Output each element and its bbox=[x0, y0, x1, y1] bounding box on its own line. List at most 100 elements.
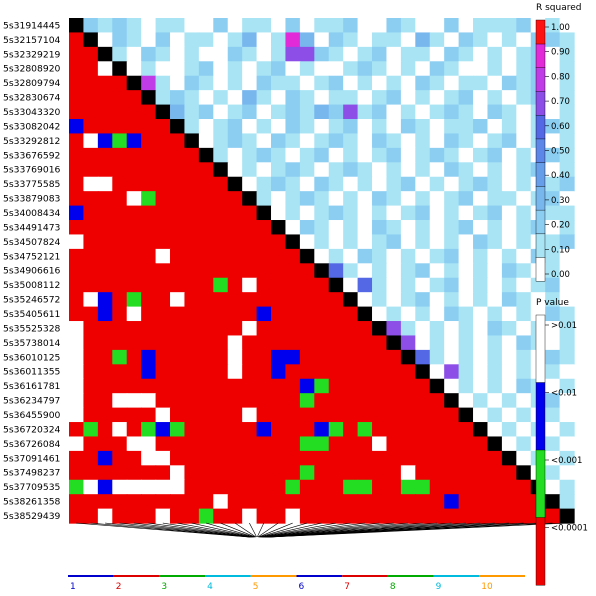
r-squared-cell bbox=[559, 90, 575, 106]
r-squared-cell bbox=[487, 407, 503, 423]
p-value-cell bbox=[198, 494, 214, 510]
diagonal-cell bbox=[458, 407, 474, 423]
r-squared-cell bbox=[444, 162, 460, 178]
r-squared-cell bbox=[328, 205, 344, 221]
p-value-cell bbox=[242, 349, 258, 365]
r-squared-cell bbox=[473, 335, 489, 351]
p-value-cell bbox=[213, 205, 229, 221]
p-value-cell bbox=[69, 61, 85, 77]
r-squared-cell bbox=[343, 147, 359, 163]
p-value-cell bbox=[112, 176, 128, 192]
p-value-cell bbox=[69, 508, 85, 524]
r-squared-cell bbox=[198, 90, 214, 106]
r-squared-cell bbox=[357, 147, 373, 163]
p-value-cell bbox=[83, 46, 99, 62]
r-squared-cell bbox=[473, 61, 489, 77]
r-squared-legend-swatch bbox=[535, 19, 546, 45]
p-value-cell bbox=[227, 248, 243, 264]
p-value-cell bbox=[357, 479, 373, 495]
p-value-cell bbox=[400, 479, 416, 495]
p-value-cell bbox=[227, 292, 243, 308]
r-squared-cell bbox=[314, 18, 330, 34]
diagonal-cell bbox=[83, 32, 99, 48]
r-squared-cell bbox=[242, 18, 258, 34]
p-value-cell bbox=[343, 436, 359, 452]
r-squared-cell bbox=[545, 162, 561, 178]
p-value-cell bbox=[141, 378, 157, 394]
r-squared-cell bbox=[458, 335, 474, 351]
r-squared-cell bbox=[559, 465, 575, 481]
p-value-cell bbox=[227, 220, 243, 236]
p-value-cell bbox=[97, 393, 113, 409]
r-squared-cell bbox=[328, 162, 344, 178]
r-squared-cell bbox=[155, 18, 171, 34]
p-value-cell bbox=[126, 104, 142, 120]
row-label: 5s34507824 bbox=[3, 237, 61, 248]
p-value-cell bbox=[83, 306, 99, 322]
p-value-cell bbox=[242, 508, 258, 524]
r-squared-cell bbox=[141, 46, 157, 62]
r-squared-cell bbox=[198, 61, 214, 77]
p-value-cell bbox=[299, 292, 315, 308]
p-value-cell bbox=[198, 479, 214, 495]
p-value-legend-swatch bbox=[535, 382, 546, 451]
r-squared-cell bbox=[126, 46, 142, 62]
p-value-cell bbox=[299, 494, 315, 510]
p-value-cell bbox=[285, 335, 301, 351]
p-value-cell bbox=[184, 393, 200, 409]
r-squared-cell bbox=[559, 277, 575, 293]
p-value-cell bbox=[141, 407, 157, 423]
r-squared-cell bbox=[487, 75, 503, 91]
p-value-cell bbox=[141, 119, 157, 135]
p-value-cell bbox=[155, 277, 171, 293]
p-value-cell bbox=[184, 277, 200, 293]
diagonal-cell bbox=[328, 277, 344, 293]
p-value-cell bbox=[256, 465, 272, 481]
r-squared-cell bbox=[501, 407, 517, 423]
p-value-cell bbox=[271, 234, 287, 250]
r-squared-cell bbox=[184, 104, 200, 120]
p-value-cell bbox=[198, 205, 214, 221]
p-value-cell bbox=[328, 378, 344, 394]
r-squared-cell bbox=[473, 248, 489, 264]
p-value-cell bbox=[400, 450, 416, 466]
p-value-cell bbox=[314, 364, 330, 380]
r-squared-cell bbox=[444, 292, 460, 308]
p-value-cell bbox=[285, 436, 301, 452]
p-value-legend: P value >0.01 <0.01 <0.001 <0.0001 bbox=[535, 298, 588, 586]
r-squared-cell bbox=[357, 248, 373, 264]
position-tick-label: 9 bbox=[436, 582, 442, 592]
r-squared-cell bbox=[343, 191, 359, 207]
r-squared-cell bbox=[516, 18, 532, 34]
r-squared-legend-title: R squared bbox=[536, 3, 582, 13]
r-squared-cell bbox=[473, 306, 489, 322]
r-squared-cell bbox=[285, 46, 301, 62]
p-value-cell bbox=[83, 494, 99, 510]
r-squared-cell bbox=[415, 104, 431, 120]
r-squared-cell bbox=[386, 191, 402, 207]
p-value-cell bbox=[242, 263, 258, 279]
r-squared-cell bbox=[242, 32, 258, 48]
r-squared-cell bbox=[328, 32, 344, 48]
p-value-cell bbox=[271, 364, 287, 380]
p-value-cell bbox=[213, 234, 229, 250]
p-value-cell bbox=[227, 321, 243, 337]
r-squared-cell bbox=[256, 191, 272, 207]
diagonal-cell bbox=[516, 465, 532, 481]
p-value-cell bbox=[69, 176, 85, 192]
r-squared-cell bbox=[357, 220, 373, 236]
r-squared-cell bbox=[559, 393, 575, 409]
p-value-cell bbox=[83, 75, 99, 91]
r-squared-cell bbox=[516, 234, 532, 250]
r-squared-cell bbox=[559, 46, 575, 62]
r-squared-cell bbox=[343, 263, 359, 279]
p-value-cell bbox=[400, 407, 416, 423]
r-squared-cell bbox=[198, 104, 214, 120]
r-squared-cell bbox=[299, 220, 315, 236]
r-squared-cell bbox=[343, 75, 359, 91]
p-value-cell bbox=[69, 465, 85, 481]
p-value-cell bbox=[83, 248, 99, 264]
r-squared-cell bbox=[559, 234, 575, 250]
p-value-cell bbox=[314, 321, 330, 337]
